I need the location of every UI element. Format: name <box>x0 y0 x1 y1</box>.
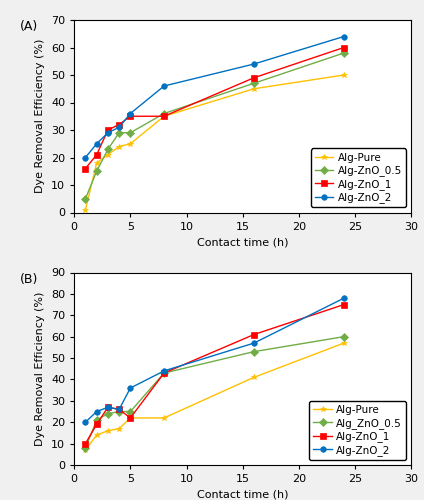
Line: Alg-Pure: Alg-Pure <box>83 72 347 212</box>
Alg-Pure <box>94 432 99 438</box>
Alg-ZnO_2 <box>251 340 257 346</box>
Alg-Pure <box>251 374 257 380</box>
Y-axis label: Dye Removal Efficiency (%): Dye Removal Efficiency (%) <box>36 292 45 446</box>
Alg-ZnO_2 <box>128 385 133 391</box>
Alg-ZnO_2 <box>83 154 88 160</box>
Line: Alg-ZnO_2: Alg-ZnO_2 <box>83 34 347 160</box>
Alg-ZnO_0.5 <box>105 146 110 152</box>
Alg-ZnO_2 <box>105 404 110 410</box>
Alg-ZnO_2 <box>128 110 133 116</box>
Alg-Pure <box>128 141 133 147</box>
Alg-ZnO_0.5 <box>341 50 346 56</box>
Line: Alg-ZnO_1: Alg-ZnO_1 <box>83 302 347 446</box>
Alg-ZnO_1 <box>117 122 122 128</box>
Text: (A): (A) <box>20 20 39 33</box>
Alg-Pure <box>105 428 110 434</box>
Legend: Alg-Pure, Alg_ZnO_0.5, Alg-ZnO_1, Alg-ZnO_2: Alg-Pure, Alg_ZnO_0.5, Alg-ZnO_1, Alg-Zn… <box>309 401 406 460</box>
Alg_ZnO_0.5 <box>105 410 110 416</box>
Alg-Pure <box>105 152 110 158</box>
Alg-ZnO_1 <box>117 406 122 412</box>
Alg-ZnO_1 <box>251 74 257 80</box>
Alg-ZnO_1 <box>251 332 257 338</box>
Alg_ZnO_0.5 <box>94 417 99 423</box>
Line: Alg-ZnO_1: Alg-ZnO_1 <box>83 44 347 172</box>
Alg-ZnO_2 <box>162 83 167 89</box>
Alg-ZnO_2 <box>341 34 346 40</box>
Alg_ZnO_0.5 <box>128 408 133 414</box>
Alg-ZnO_1 <box>162 370 167 376</box>
Alg-ZnO_1 <box>94 422 99 428</box>
Alg-ZnO_2 <box>83 419 88 425</box>
Alg-ZnO_0.5 <box>251 80 257 86</box>
Line: Alg-ZnO_2: Alg-ZnO_2 <box>83 296 347 425</box>
Alg-Pure <box>341 340 346 346</box>
Alg-ZnO_2 <box>117 406 122 412</box>
Alg-ZnO_1 <box>83 166 88 172</box>
Alg_ZnO_0.5 <box>162 370 167 376</box>
Legend: Alg-Pure, Alg-ZnO_0.5, Alg-ZnO_1, Alg-ZnO_2: Alg-Pure, Alg-ZnO_0.5, Alg-ZnO_1, Alg-Zn… <box>310 148 406 208</box>
Alg-ZnO_0.5 <box>117 130 122 136</box>
Alg-Pure <box>128 415 133 421</box>
Alg-Pure <box>251 86 257 92</box>
Alg-ZnO_1 <box>105 404 110 410</box>
Alg_ZnO_0.5 <box>341 334 346 340</box>
Text: (B): (B) <box>20 272 39 285</box>
Y-axis label: Dye Removal Efficiency (%): Dye Removal Efficiency (%) <box>36 39 45 194</box>
Line: Alg-ZnO_0.5: Alg-ZnO_0.5 <box>83 50 347 202</box>
Alg-ZnO_2 <box>94 408 99 414</box>
Line: Alg-Pure: Alg-Pure <box>83 340 347 453</box>
Alg-Pure <box>117 426 122 432</box>
Alg-ZnO_2 <box>251 61 257 67</box>
Alg-ZnO_1 <box>162 113 167 119</box>
Alg-Pure <box>83 207 88 213</box>
Alg-Pure <box>162 415 167 421</box>
Alg-Pure <box>341 72 346 78</box>
X-axis label: Contact time (h): Contact time (h) <box>197 237 288 247</box>
Alg-ZnO_2 <box>105 130 110 136</box>
Alg-ZnO_1 <box>341 302 346 308</box>
Line: Alg_ZnO_0.5: Alg_ZnO_0.5 <box>83 334 347 450</box>
Alg-ZnO_2 <box>341 295 346 301</box>
Alg_ZnO_0.5 <box>251 348 257 354</box>
Alg-ZnO_2 <box>162 368 167 374</box>
Alg_ZnO_0.5 <box>117 408 122 414</box>
Alg-ZnO_1 <box>128 113 133 119</box>
Alg-ZnO_0.5 <box>83 196 88 202</box>
Alg-Pure <box>117 144 122 150</box>
Alg-Pure <box>162 113 167 119</box>
Alg-ZnO_1 <box>128 415 133 421</box>
Alg-ZnO_1 <box>94 152 99 158</box>
Alg-ZnO_0.5 <box>162 110 167 116</box>
Alg-Pure <box>94 160 99 166</box>
Alg-ZnO_2 <box>117 124 122 130</box>
Alg-ZnO_0.5 <box>128 130 133 136</box>
Alg-ZnO_2 <box>94 141 99 147</box>
Alg-ZnO_1 <box>83 440 88 446</box>
Alg_ZnO_0.5 <box>83 445 88 451</box>
X-axis label: Contact time (h): Contact time (h) <box>197 490 288 500</box>
Alg-ZnO_0.5 <box>94 168 99 174</box>
Alg-Pure <box>83 447 88 453</box>
Alg-ZnO_1 <box>105 127 110 133</box>
Alg-ZnO_1 <box>341 44 346 51</box>
